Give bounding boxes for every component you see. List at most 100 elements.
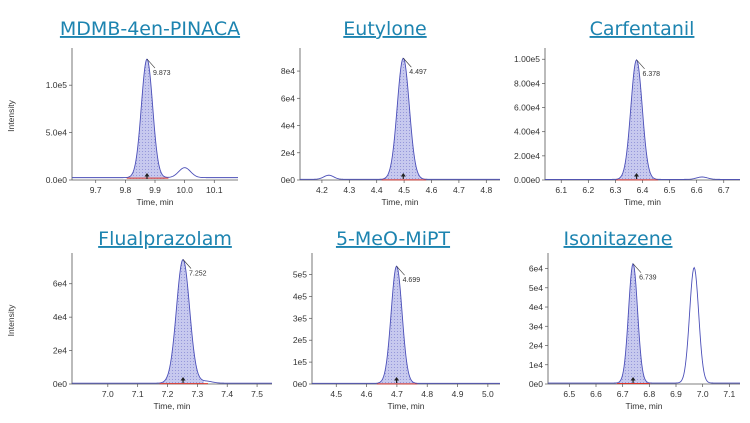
y-tick-label: 8e4 [281,66,295,76]
y-tick-label: 1e5 [293,357,307,367]
rt-marker-arrow [400,173,406,177]
y-tick-label: 6e4 [281,93,295,103]
x-tick-label: 9.7 [90,185,102,195]
x-tick-label: 4.5 [330,389,342,399]
x-tick-label: 7.5 [251,389,263,399]
y-tick-label: 2e5 [293,335,307,345]
rt-marker-arrow [144,173,150,177]
peak-rt-label: 6.739 [639,275,657,282]
integrated-peak-area [162,259,205,384]
chart-panel: Carfentanil 0.00e0 2.00e4 4.00e4 6.00e4 8.00e… [514,18,740,207]
x-axis-title: Time, min [624,197,661,207]
x-tick-label: 4.3 [343,185,355,195]
x-tick-label: 7.3 [191,389,203,399]
x-tick-label: 4.6 [426,185,438,195]
x-tick-label: 6.6 [691,185,703,195]
chromatogram-trace [300,57,500,180]
peak-rt-label: 4.497 [409,69,427,76]
x-axis-title: Time, min [154,401,191,411]
y-tick-label: 0e0 [53,379,67,389]
x-tick-label: 4.5 [398,185,410,195]
x-tick-label: 6.8 [643,389,655,399]
rt-marker-arrow [630,377,636,381]
peak-rt-label: 9.873 [153,70,171,77]
y-tick-label: 2e4 [281,148,295,158]
x-axis-title: Time, min [388,401,425,411]
x-axis-title: Time, min [382,197,419,207]
integrated-peak-area [384,58,423,180]
peak-label-leader [632,263,642,273]
y-tick-label: 6.00e4 [514,103,540,113]
chart-title: 5-MeO-MiPT [336,228,450,250]
chart-title: Isonitazene [564,228,673,250]
chromatogram-trace [72,58,238,179]
peak-rt-label: 4.699 [403,277,421,284]
chart-title: Flualprazolam [98,228,232,250]
peak-label-leader [182,259,192,269]
peak-label-leader [396,265,405,276]
peak-rt-label: 6.378 [643,71,661,78]
x-tick-label: 6.5 [563,389,575,399]
x-tick-label: 9.9 [149,185,161,195]
y-tick-label: 4.00e4 [514,127,540,137]
chromatogram-trace [548,262,740,384]
peak-label-leader [146,58,156,69]
x-axis-title: Time, min [137,197,174,207]
x-tick-label: 6.6 [590,389,602,399]
x-tick-label: 4.9 [452,389,464,399]
x-tick-label: 4.8 [480,185,492,195]
panels-layer: MDMB-4en-PINACA 0.0e0 5.0e4 1.0e5 9.7 9.8 9.9 1… [6,18,740,411]
x-tick-label: 6.7 [718,185,730,195]
chart-title: Carfentanil [590,18,695,40]
y-tick-label: 1.00e5 [514,54,540,64]
chart-panel: Flualprazolam 0e0 2e4 4e4 6e4 7.0 7.1 7.2 7.3 7.4… [6,228,272,411]
peak-label-leader [403,57,412,68]
x-tick-label: 6.7 [617,389,629,399]
x-axis-title: Time, min [626,401,663,411]
y-axis-title: Intensity [6,99,16,131]
y-tick-label: 0e0 [281,175,295,185]
y-tick-label: 5.0e4 [46,128,68,138]
chart-title: Eutylone [343,18,426,40]
x-tick-label: 4.6 [361,389,373,399]
x-tick-label: 6.4 [637,185,649,195]
rt-marker-arrow [634,173,640,177]
chart-panel: MDMB-4en-PINACA 0.0e0 5.0e4 1.0e5 9.7 9.8 9.9 1… [6,18,240,207]
y-axis-title: Intensity [6,304,16,336]
y-tick-label: 0e0 [293,379,307,389]
x-tick-label: 4.8 [421,389,433,399]
chart-panel: 5-MeO-MiPT 0e0 1e5 2e5 3e5 4e5 5e5 4.5 4.6 4.7 4.8… [293,228,500,411]
y-tick-label: 4e5 [293,291,307,301]
x-tick-label: 6.5 [664,185,676,195]
y-tick-label: 4e4 [53,312,67,322]
chart-panel: Eutylone 0e0 2e4 4e4 6e4 8e4 4.2 4.3 4.4 4.5 4.6 4.… [281,18,500,207]
x-tick-label: 6.9 [670,389,682,399]
y-tick-label: 0.00e0 [514,175,540,185]
y-tick-label: 1e4 [529,360,543,370]
x-tick-label: 6.3 [610,185,622,195]
x-tick-label: 7.4 [221,389,233,399]
y-tick-label: 5e4 [529,283,543,293]
x-tick-label: 7.1 [723,389,735,399]
x-tick-label: 4.7 [391,389,403,399]
peak-rt-label: 7.252 [189,271,207,278]
y-tick-label: 5e5 [293,270,307,280]
x-tick-label: 7.0 [102,389,114,399]
y-tick-label: 3e4 [529,321,543,331]
chromatogram-trace [545,59,740,180]
x-tick-label: 6.1 [555,185,567,195]
x-tick-label: 7.0 [697,389,709,399]
y-tick-label: 0.0e0 [46,175,68,185]
y-tick-label: 2e4 [53,346,67,356]
y-tick-label: 4e4 [529,302,543,312]
y-tick-label: 6e4 [53,279,67,289]
peak-label-leader [636,59,645,70]
x-tick-label: 4.4 [371,185,383,195]
x-tick-label: 6.2 [582,185,594,195]
y-tick-label: 2e4 [529,341,543,351]
chart-title: MDMB-4en-PINACA [60,18,240,40]
x-tick-label: 7.1 [132,389,144,399]
rt-marker-arrow [394,377,400,381]
y-tick-label: 0e0 [529,379,543,389]
